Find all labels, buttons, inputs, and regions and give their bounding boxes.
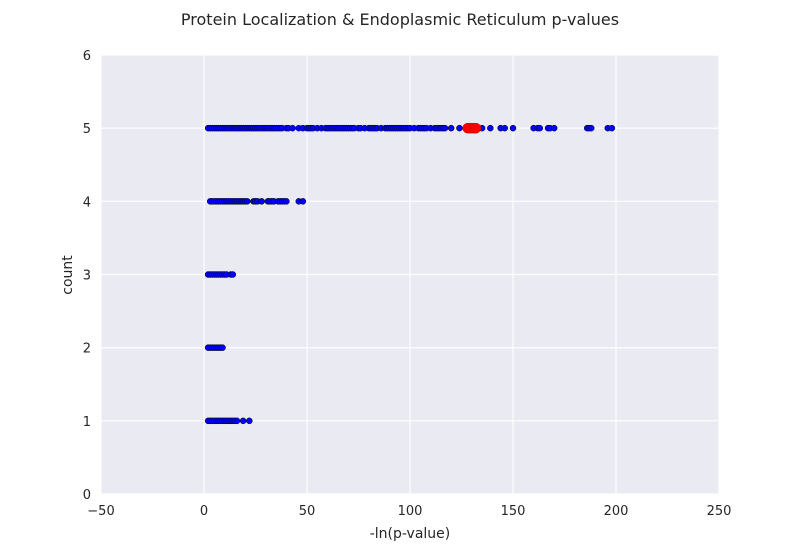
data-point bbox=[441, 124, 449, 132]
data-point bbox=[550, 124, 558, 132]
x-tick-label: 150 bbox=[501, 504, 526, 519]
data-points bbox=[204, 122, 616, 425]
x-tick-label: 250 bbox=[707, 504, 732, 519]
chart-title: Protein Localization & Endoplasmic Retic… bbox=[181, 10, 619, 29]
data-point bbox=[487, 124, 494, 132]
y-tick-label: 5 bbox=[83, 122, 91, 137]
data-point bbox=[239, 417, 247, 425]
x-tick-label: 50 bbox=[299, 504, 316, 519]
x-tick-labels: −50 0 50 100 150 200 250 bbox=[87, 504, 731, 519]
y-tick-label: 4 bbox=[83, 195, 91, 210]
data-point bbox=[608, 124, 616, 132]
data-point bbox=[447, 124, 455, 132]
x-tick-label: 200 bbox=[604, 504, 629, 519]
y-tick-labels: 0 1 2 3 4 5 6 bbox=[83, 49, 91, 503]
y-axis-label: count bbox=[60, 255, 76, 295]
data-point bbox=[456, 124, 463, 132]
data-point bbox=[509, 124, 517, 132]
data-point bbox=[283, 198, 290, 205]
data-point bbox=[299, 198, 307, 205]
y-tick-label: 1 bbox=[83, 415, 91, 430]
y-tick-label: 0 bbox=[83, 488, 91, 503]
y-tick-label: 2 bbox=[83, 342, 91, 357]
data-point bbox=[501, 124, 509, 132]
data-point bbox=[289, 124, 296, 132]
y-tick-label: 6 bbox=[83, 49, 91, 64]
highlight-point bbox=[470, 122, 482, 134]
x-axis-label: -ln(p-value) bbox=[370, 526, 451, 542]
data-point bbox=[233, 417, 241, 425]
data-point bbox=[229, 271, 237, 278]
data-point bbox=[219, 344, 226, 351]
x-tick-label: 0 bbox=[200, 504, 208, 519]
data-point bbox=[258, 198, 265, 205]
data-point bbox=[536, 124, 544, 132]
x-tick-label: 100 bbox=[398, 504, 423, 519]
x-tick-label: −50 bbox=[87, 504, 114, 519]
data-point bbox=[588, 124, 595, 132]
data-point bbox=[244, 198, 251, 205]
data-point bbox=[246, 417, 253, 425]
y-tick-label: 3 bbox=[83, 269, 91, 284]
